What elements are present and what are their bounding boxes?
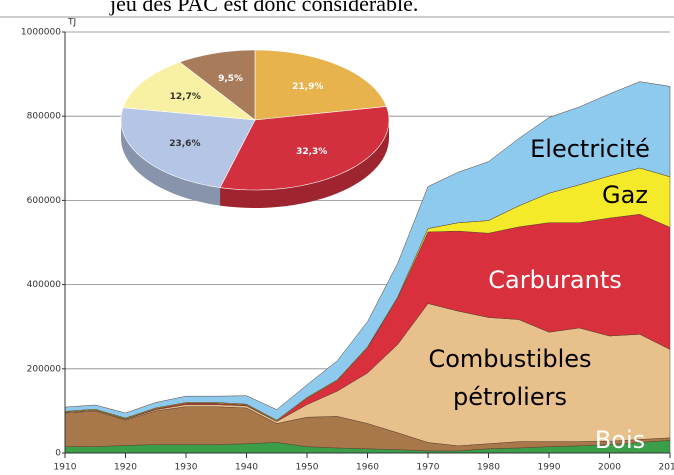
pie-slice xyxy=(120,107,256,188)
y-tick-label: 1000000 xyxy=(21,28,61,38)
x-tick-label: 1910 xyxy=(54,463,77,473)
series-label: Gaz xyxy=(602,181,648,209)
x-tick-label: 1960 xyxy=(356,463,379,473)
y-tick-label: 0 xyxy=(55,449,61,459)
pie-side xyxy=(121,120,221,206)
y-tick-label: 200000 xyxy=(27,364,62,374)
x-tick-label: 1980 xyxy=(477,463,500,473)
pie-label: 12,7% xyxy=(170,92,201,102)
pie-label: 32,3% xyxy=(296,147,327,157)
pie-side xyxy=(220,120,389,208)
y-tick-label: 800000 xyxy=(27,112,62,122)
x-tick-label: 2000 xyxy=(598,463,621,473)
series-label: Carburants xyxy=(488,266,621,294)
pie-slice xyxy=(219,106,390,191)
pie-slice xyxy=(179,49,256,121)
x-tick-label: 1950 xyxy=(296,463,319,473)
y-unit: TJ xyxy=(67,18,76,28)
x-tick-label: 1990 xyxy=(538,463,561,473)
x-tick-label: 1970 xyxy=(417,463,440,473)
pie-slice xyxy=(254,49,387,121)
header-text: jeu des PAC est donc considérable. xyxy=(109,0,418,16)
y-tick-label: 400000 xyxy=(27,280,62,290)
pie-slice xyxy=(122,61,257,121)
pie-label: 21,9% xyxy=(292,82,323,92)
x-tick-label: 1930 xyxy=(175,463,198,473)
pie-label: 9,5% xyxy=(218,74,243,84)
x-tick-label: 2010 xyxy=(659,463,674,473)
x-tick-label: 1920 xyxy=(114,463,137,473)
series-label: Combustibles pétroliers xyxy=(428,345,591,411)
pie-label: 23,6% xyxy=(169,139,200,149)
x-tick-label: 1940 xyxy=(235,463,258,473)
y-tick-label: 600000 xyxy=(27,196,62,206)
area xyxy=(64,81,671,421)
series-label: Bois xyxy=(595,426,645,454)
series-label: Electricité xyxy=(530,135,650,163)
